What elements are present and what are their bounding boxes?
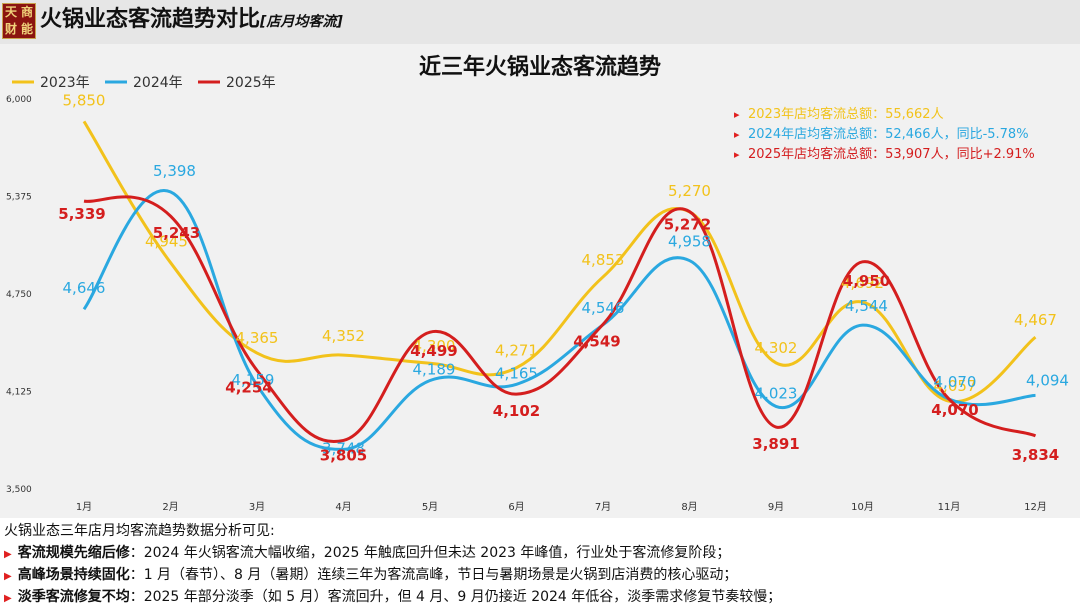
note-item: ▶ 客流规模先缩后修：2024 年火锅客流大幅收缩，2025 年触底回升但未达 2…	[4, 542, 730, 562]
x-tick-label: 2月	[162, 501, 178, 513]
data-label: 5,270	[668, 182, 711, 200]
data-label: 4,549	[573, 332, 620, 350]
data-label: 3,834	[1012, 446, 1059, 464]
logo-char: 商	[20, 5, 33, 19]
data-label: 4,958	[668, 233, 711, 251]
data-label: 5,398	[153, 162, 196, 180]
page-title-text: 火锅业态客流趋势对比	[40, 7, 261, 32]
data-label: 3,748	[322, 439, 365, 457]
chart-title: 近三年火锅业态客流趋势	[419, 54, 661, 80]
y-tick-label: 4,750	[6, 290, 32, 300]
annotation-bullet-icon: ▸	[734, 108, 740, 121]
y-tick-label: 4,125	[6, 388, 32, 398]
data-label: 4,365	[236, 329, 279, 347]
data-label: 4,070	[931, 401, 978, 419]
annotation-bullet-icon: ▸	[734, 148, 740, 161]
data-label: 4,254	[225, 378, 272, 396]
data-label: 5,243	[153, 224, 200, 242]
note-item: ▶ 高峰场景持续固化：1 月（春节）、8 月（暑期）连续三年为客流高峰，节日与暑期…	[4, 564, 737, 584]
chart-panel: 近三年火锅业态客流趋势 2023年 2024年 2025年 3,500 4,125 4,75…	[0, 44, 1080, 518]
data-label: 3,805	[320, 446, 367, 464]
notes-intro: 火锅业态三年店月均客流趋势数据分析可见:	[4, 523, 275, 539]
legend-label: 2023年	[40, 75, 90, 91]
data-label: 4,023	[755, 384, 798, 402]
page-title: 火锅业态客流趋势对比[店月均客流]	[40, 6, 343, 36]
legend-label: 2024年	[133, 75, 183, 91]
x-tick-label: 4月	[335, 501, 351, 513]
data-label: 4,853	[582, 251, 625, 269]
x-tick-label: 8月	[681, 501, 697, 513]
data-label: 4,159	[232, 371, 275, 389]
data-label: 5,272	[664, 216, 711, 234]
data-label: 4,300	[413, 337, 456, 355]
note-heading: 客流规模先缩后修	[17, 545, 130, 561]
y-tick-label: 3,500	[6, 485, 32, 495]
data-label: 3,891	[752, 435, 799, 453]
data-label: 4,302	[755, 339, 798, 357]
series-2024-line	[82, 189, 1036, 451]
data-label: 4,467	[1014, 311, 1057, 329]
annotation-text: 2024年店均客流总额：52,466人，同比-5.78%	[748, 126, 1029, 142]
data-label: 4,094	[1026, 371, 1069, 389]
x-tick-label: 11月	[938, 501, 961, 513]
data-label: 4,945	[145, 233, 188, 251]
logo-char: 天	[4, 5, 17, 19]
note-heading: 高峰场景持续固化	[17, 567, 130, 583]
data-label: 5,850	[63, 91, 106, 109]
data-label: 4,499	[410, 342, 457, 360]
data-label: 4,546	[582, 299, 625, 317]
data-label: 4,950	[843, 272, 890, 290]
brand-logo: 天 商 财 能	[2, 3, 36, 39]
note-heading: 淡季客流修复不均	[17, 589, 130, 605]
legend-label: 2025年	[226, 75, 276, 91]
series-2025-line	[83, 195, 1037, 444]
bullet-arrow-icon: ▶	[4, 593, 12, 604]
x-tick-label: 5月	[422, 501, 438, 513]
data-label: 4,352	[322, 327, 365, 345]
data-label: 4,102	[493, 402, 540, 420]
line-chart: 近三年火锅业态客流趋势 2023年 2024年 2025年 3,500 4,125 4,75…	[6, 54, 1069, 513]
annotation-text: 2023年店均客流总额：55,662人	[748, 106, 944, 122]
bullet-arrow-icon: ▶	[4, 571, 12, 582]
bullet-arrow-icon: ▶	[4, 549, 12, 560]
header-bar: 天 商 财 能 火锅业态客流趋势对比[店月均客流]	[0, 0, 1080, 44]
annotation-text: 2025年店均客流总额：53,907人，同比+2.91%	[748, 146, 1035, 162]
x-tick-label: 12月	[1024, 501, 1047, 513]
x-tick-label: 10月	[851, 501, 874, 513]
note-text: ：1 月（春节）、8 月（暑期）连续三年为客流高峰，节日与暑期场景是火锅到店消费…	[129, 567, 738, 583]
data-label: 4,165	[495, 364, 538, 382]
x-tick-label: 6月	[508, 501, 524, 513]
analysis-notes: 火锅业态三年店月均客流趋势数据分析可见: ▶ 客流规模先缩后修：2024 年火锅客…	[0, 518, 1080, 608]
x-tick-label: 1月	[76, 501, 92, 513]
data-label: 4,057	[934, 377, 977, 395]
page-subtitle: [店月均客流]	[260, 14, 343, 30]
note-text: ：2025 年部分淡季（如 5 月）客流回升，但 4 月、9 月仍接近 2024…	[129, 589, 782, 605]
x-tick-label: 9月	[768, 501, 784, 513]
data-label: 4,544	[845, 297, 888, 315]
y-tick-label: 6,000	[6, 95, 32, 105]
data-label: 5,339	[58, 205, 105, 223]
note-text: ：2024 年火锅客流大幅收缩，2025 年触底回升但未达 2023 年峰值，行…	[129, 545, 731, 561]
logo-char: 能	[20, 22, 33, 36]
data-label: 4,692	[841, 274, 884, 292]
x-tick-label: 3月	[249, 501, 265, 513]
y-tick-label: 5,375	[6, 193, 32, 203]
x-tick-label: 7月	[595, 501, 611, 513]
data-label: 4,646	[63, 279, 106, 297]
data-label: 4,070	[934, 373, 977, 391]
logo-char: 财	[4, 22, 17, 36]
data-label: 4,271	[495, 342, 538, 360]
note-item: ▶ 淡季客流修复不均：2025 年部分淡季（如 5 月）客流回升，但 4 月、9 …	[4, 586, 781, 606]
annotation-bullet-icon: ▸	[734, 128, 740, 141]
data-label: 4,189	[413, 361, 456, 379]
